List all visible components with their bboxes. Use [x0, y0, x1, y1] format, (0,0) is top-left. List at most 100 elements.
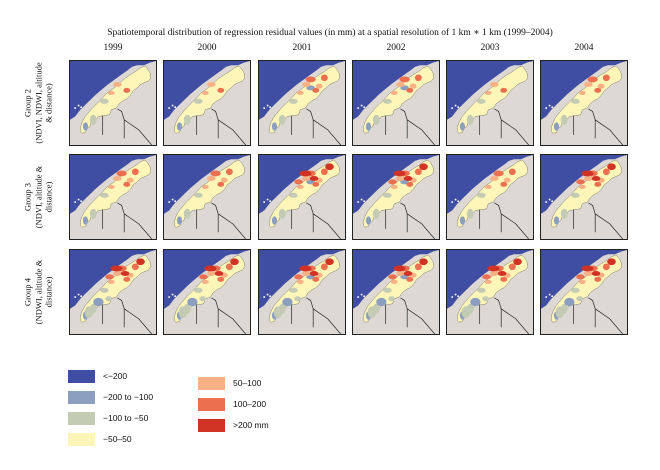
- residual-patch: [406, 87, 414, 93]
- legend-item: −50–50: [68, 432, 132, 446]
- residual-patch: [178, 306, 188, 319]
- border-line: [494, 202, 502, 233]
- residual-patch: [560, 114, 568, 125]
- residual-patch: [176, 122, 183, 131]
- map-panel-group-4-1999: [69, 249, 157, 335]
- residual-patch: [299, 265, 312, 272]
- residual-patch: [194, 192, 203, 198]
- residual-patch: [194, 287, 203, 293]
- border-line: [123, 308, 152, 334]
- residual-patch: [477, 192, 486, 198]
- residual-patch: [207, 176, 216, 182]
- residual-patch: [84, 306, 94, 319]
- year-label-2004: 2004: [574, 43, 594, 53]
- residual-patch: [584, 271, 593, 277]
- island: [266, 104, 269, 107]
- residual-patch: [500, 87, 508, 93]
- residual-patch: [325, 258, 334, 266]
- island: [168, 201, 171, 203]
- residual-patch: [199, 274, 208, 280]
- legend-item: >200 mm: [198, 418, 269, 432]
- row-label-line: distance): [43, 181, 54, 213]
- island: [77, 198, 80, 201]
- map-panel-group-2-2000: [163, 60, 251, 146]
- residual-patch: [508, 168, 516, 176]
- map-panel-group-3-2002: [352, 154, 440, 240]
- residual-patch: [396, 271, 405, 277]
- country-area: [174, 159, 246, 228]
- residual-patch: [120, 271, 130, 277]
- island: [168, 107, 171, 109]
- island: [269, 106, 272, 109]
- residual-patch: [597, 83, 605, 89]
- residual-patch: [587, 76, 598, 83]
- residual-patch: [271, 122, 278, 131]
- island: [263, 296, 266, 298]
- residual-patch: [477, 287, 486, 293]
- residual-patch: [296, 184, 304, 190]
- residual-patch: [123, 181, 131, 187]
- island: [269, 295, 272, 298]
- border-line: [400, 108, 408, 139]
- legend-item: 50–100: [198, 376, 261, 390]
- country-area: [269, 65, 341, 134]
- residual-patch: [399, 76, 410, 83]
- residual-patch: [553, 122, 560, 131]
- residual-patch: [578, 90, 586, 96]
- legend-item: −100 to −50: [68, 411, 148, 425]
- residual-patch: [493, 170, 504, 177]
- map-panel-group-3-2003: [446, 154, 534, 240]
- row-label-line: (NDVI, altitude &: [32, 165, 43, 229]
- residual-patch: [383, 98, 392, 104]
- legend-item: −200 to −100: [68, 390, 153, 404]
- border-line: [123, 213, 152, 239]
- residual-patch: [584, 82, 593, 88]
- residual-patch: [581, 170, 594, 177]
- residual-patch: [294, 179, 303, 185]
- residual-patch: [207, 82, 216, 88]
- map-panel-group-2-2003: [446, 60, 534, 146]
- year-label-2000: 2000: [197, 43, 217, 53]
- map-panel-group-4-2000: [163, 249, 251, 335]
- residual-patch: [110, 265, 123, 272]
- island: [171, 104, 174, 107]
- map-panel-group-2-2004: [540, 60, 628, 146]
- legend-swatch: [68, 369, 95, 383]
- residual-patch: [576, 296, 584, 302]
- row-label-line: Group 3: [22, 182, 33, 212]
- legend-label: 50–100: [233, 378, 262, 388]
- residual-patch: [477, 98, 486, 104]
- island: [451, 296, 454, 298]
- border-line: [588, 297, 596, 328]
- island: [357, 107, 360, 109]
- residual-patch: [470, 297, 481, 307]
- residual-patch: [594, 87, 602, 93]
- border-line: [217, 308, 246, 334]
- residual-patch: [414, 74, 422, 82]
- residual-patch: [367, 306, 377, 319]
- island: [74, 201, 77, 203]
- residual-patch: [578, 279, 586, 285]
- island: [545, 107, 548, 109]
- island: [545, 201, 548, 203]
- residual-patch: [296, 90, 304, 96]
- residual-patch: [183, 114, 191, 125]
- map-panel-group-3-2001: [258, 154, 346, 240]
- row-label-group-4: Group 4 (NDWI, altitude & distance): [22, 246, 54, 338]
- residual-patch: [187, 297, 198, 307]
- border-line: [211, 202, 219, 233]
- residual-patch: [376, 297, 387, 307]
- island: [269, 200, 272, 203]
- residual-patch: [220, 177, 228, 183]
- residual-patch: [113, 176, 122, 182]
- residual-patch: [312, 181, 320, 187]
- border-line: [217, 213, 246, 239]
- residual-patch: [396, 176, 405, 182]
- border-line: [588, 202, 596, 233]
- residual-patch: [225, 263, 233, 271]
- island: [457, 106, 460, 109]
- residual-patch: [312, 276, 320, 282]
- map-panel-group-3-1999: [69, 154, 157, 240]
- row-label-group-2: Group 2 (NDVI, NDWI, altitude & distance): [22, 57, 54, 149]
- country-area: [457, 159, 529, 228]
